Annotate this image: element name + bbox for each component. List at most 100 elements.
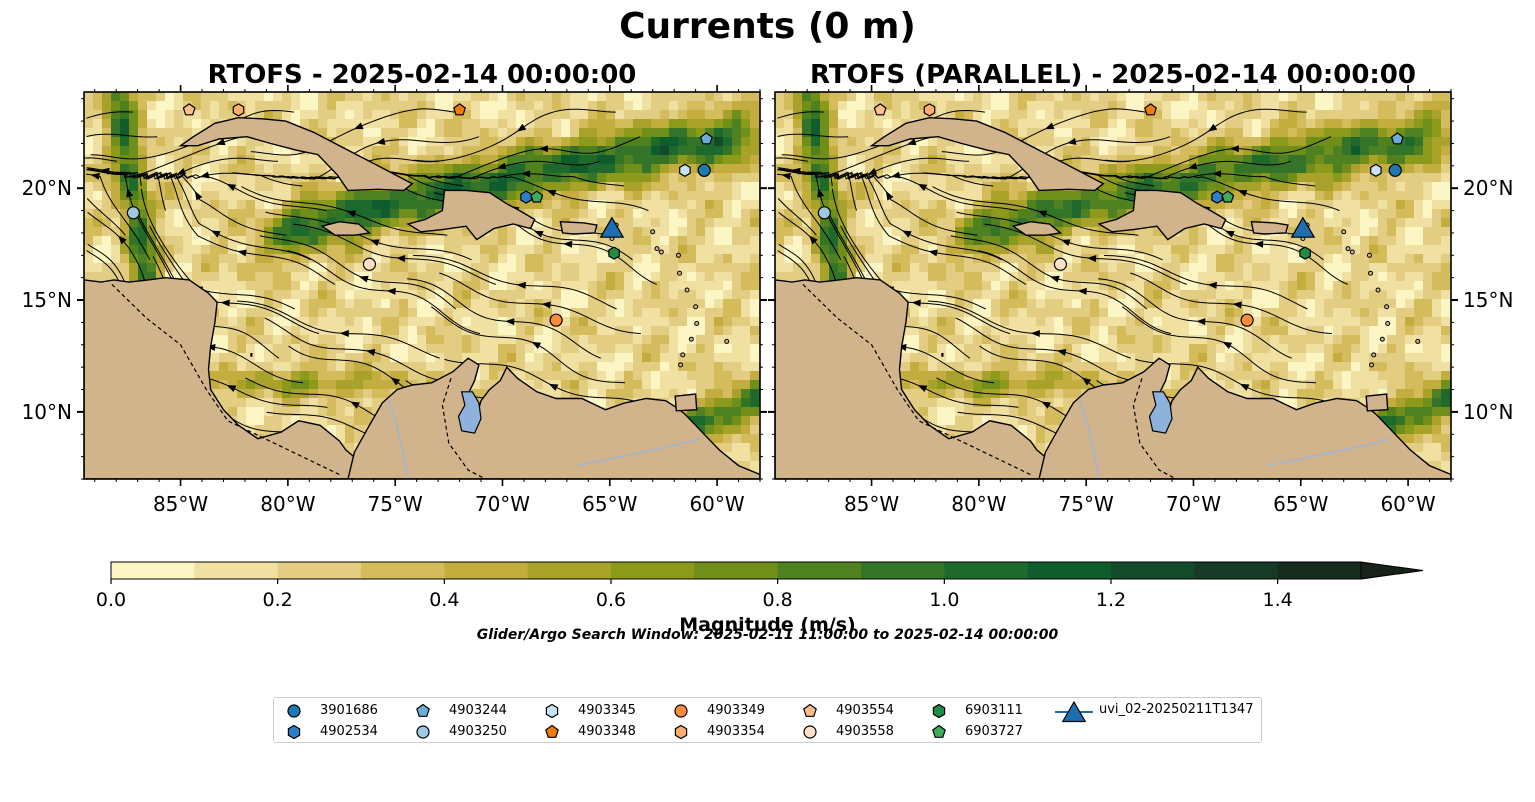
streamline	[86, 111, 133, 119]
streamline-arrow	[885, 190, 894, 201]
island	[684, 287, 690, 293]
island	[1349, 249, 1355, 255]
colorbar-tick-label: 0.6	[596, 589, 626, 611]
streamline-arrow	[1207, 123, 1218, 132]
streamline	[86, 157, 279, 180]
island	[688, 336, 694, 342]
streamline-arrow	[808, 235, 818, 245]
streamline-arrow	[1077, 287, 1087, 295]
streamline-arrow	[1060, 239, 1071, 246]
colorbar-tick-label: 0.8	[763, 589, 793, 611]
streamline	[265, 211, 472, 261]
streamline-arrow	[1239, 383, 1250, 391]
streamline-arrow	[563, 240, 573, 248]
streamline-arrow	[1030, 330, 1040, 338]
streamline	[777, 173, 842, 261]
landmass-hispaniola	[406, 189, 536, 241]
legend-marker-icon	[803, 703, 817, 717]
legend-label: 4903345	[578, 703, 636, 718]
float-markers	[126, 103, 713, 327]
streamline	[956, 211, 1163, 261]
colorbar-tick-label: 1.0	[929, 589, 959, 611]
streamline-arrow	[928, 249, 938, 257]
x-tick-label: 65°W	[1273, 492, 1328, 516]
streamline	[444, 358, 650, 408]
streamline	[777, 157, 970, 180]
marker-6903727	[530, 190, 544, 203]
marker-4903554	[873, 103, 887, 116]
streamline-arrow	[911, 299, 921, 307]
country-border	[441, 378, 486, 479]
legend-marker-icon	[287, 724, 301, 740]
streamline	[431, 306, 626, 384]
streamline	[1126, 136, 1332, 179]
colorbar-frame	[110, 561, 1361, 580]
streamline	[138, 171, 327, 212]
landmass-jamaica	[320, 220, 372, 236]
legend-marker-icon	[1055, 701, 1093, 723]
colorbar-tick-label: 1.2	[1096, 589, 1126, 611]
x-tick-label: 60°W	[1380, 492, 1435, 516]
streamline	[950, 235, 1148, 310]
river	[388, 400, 409, 479]
landmass-trinidad	[674, 393, 698, 412]
x-tick-label: 70°W	[1166, 492, 1221, 516]
streamline	[978, 250, 1172, 335]
streamline	[1130, 272, 1332, 335]
streamline-arrow	[1037, 210, 1048, 218]
streamline	[86, 133, 158, 138]
x-tick-label: 75°W	[1059, 492, 1114, 516]
x-tick-label: 60°W	[689, 492, 744, 516]
streamline-arrow	[541, 301, 551, 309]
streamline	[250, 108, 455, 156]
streamline-arrow	[505, 318, 515, 326]
colorbar-bin	[1111, 562, 1195, 579]
marker-uvi_02-20250211T1347	[1290, 216, 1316, 238]
island	[1366, 252, 1372, 258]
colorbar-bin	[111, 562, 195, 579]
colorbar-bin	[1277, 562, 1362, 579]
island	[1345, 246, 1351, 252]
streamline	[435, 136, 641, 179]
streamline-arrow	[339, 330, 349, 338]
streamline-arrow	[521, 170, 531, 178]
streamline-arrow	[1081, 377, 1092, 386]
streamline	[86, 173, 151, 261]
legend-marker-icon	[545, 703, 559, 719]
colorbar-bin	[1194, 562, 1279, 579]
streamline-arrow	[220, 299, 230, 307]
map-panel-2: 85°W 80°W 75°W 70°W 65°W 60°W 10°N 15°N 20°N RTOF…	[768, 60, 1513, 516]
streamline	[1135, 358, 1341, 408]
legend-label: 6903727	[965, 724, 1023, 739]
x-tick-label: 70°W	[475, 492, 530, 516]
streamline	[777, 133, 849, 138]
streamline-arrow	[1056, 349, 1067, 356]
legend-marker-icon	[803, 725, 817, 739]
streamline-arrow	[1229, 145, 1239, 153]
land	[84, 116, 760, 479]
streamline	[1122, 306, 1317, 384]
island	[724, 338, 730, 344]
streamline-arrow	[1254, 240, 1264, 248]
landmass-puertoRico	[559, 220, 598, 235]
streamline	[232, 157, 440, 180]
marker-6903727	[1221, 190, 1235, 203]
search-window-caption: Glider/Argo Search Window: 2025-02-11 11…	[476, 627, 1059, 643]
marker-3901686	[697, 163, 711, 177]
marker-4903244	[699, 132, 713, 145]
lake-maracaibo	[457, 391, 482, 434]
legend-marker-icon	[674, 724, 688, 740]
streamline-arrow	[375, 137, 386, 145]
x-tick-label: 75°W	[368, 492, 423, 516]
streamline	[145, 172, 311, 261]
x-axis: 85°W 80°W 75°W 70°W 65°W 60°W	[785, 85, 1452, 516]
streamline-arrow	[396, 255, 406, 263]
streamline	[412, 254, 617, 310]
streamline	[984, 223, 1187, 285]
island	[654, 246, 660, 252]
legend-marker-icon	[416, 725, 430, 739]
landmass-cuba	[869, 116, 1105, 192]
legend-label: 4902534	[320, 724, 378, 739]
